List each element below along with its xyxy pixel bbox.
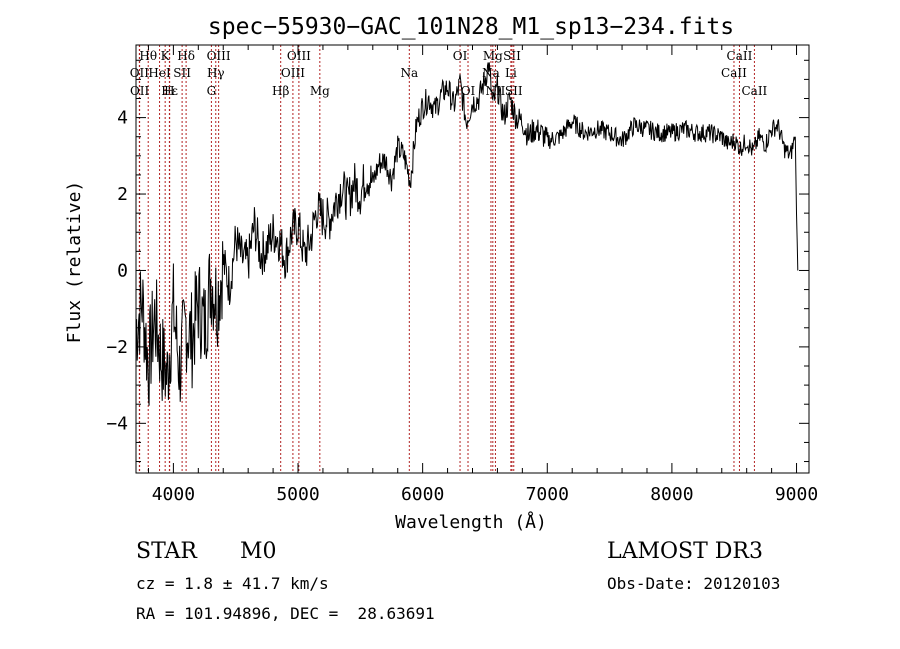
y-tick-label: 2 — [117, 184, 128, 205]
y-tick-label: −4 — [106, 413, 128, 434]
line-marker-label: Hθ — [139, 49, 157, 63]
line-marker-label: G — [207, 84, 217, 98]
line-marker-label: Na — [400, 66, 418, 80]
y-tick-label: −2 — [106, 337, 128, 358]
line-marker-label: OII — [130, 84, 150, 98]
observation-date: Obs-Date: 20120103 — [607, 574, 781, 593]
line-marker-label: Mg — [310, 84, 330, 98]
y-tick-label: 0 — [117, 260, 128, 281]
survey-name: LAMOST DR3 — [607, 539, 763, 564]
x-tick-label: 6000 — [401, 484, 444, 505]
line-marker-label: HeI — [148, 66, 171, 80]
y-tick-label: 4 — [117, 108, 128, 129]
line-marker-label: OIII — [281, 66, 305, 80]
x-tick-label: 7000 — [526, 484, 569, 505]
line-marker-label: SII — [173, 66, 191, 80]
chart-title: spec−55930−GAC_101N28_M1_sp13−234.fits — [208, 14, 734, 40]
x-tick-label: 4000 — [152, 484, 195, 505]
line-marker-label: CaII — [727, 49, 753, 63]
object-class: STAR — [136, 539, 197, 564]
x-axis-label: Wavelength (Å) — [395, 511, 547, 533]
axis-ticks: 4000 5000 6000 7000 8000 9000 −4 −2 0 2 4 — [106, 45, 818, 505]
x-tick-label: 8000 — [650, 484, 693, 505]
redshift-value: cz = 1.8 ± 41.7 km/s — [136, 574, 329, 593]
line-marker-label: OIII — [207, 49, 231, 63]
line-marker-label: H — [164, 84, 174, 98]
line-marker-label: Hβ — [272, 84, 289, 98]
line-marker-label: OI — [461, 84, 476, 98]
line-marker-label: OI — [453, 49, 468, 63]
line-marker-label: CaII — [721, 66, 747, 80]
line-marker-label: CaII — [741, 84, 767, 98]
line-marker-label: Li — [505, 66, 517, 80]
line-marker-label: OIII — [287, 49, 311, 63]
coordinates: RA = 101.94896, DEC = 28.63691 — [136, 604, 435, 623]
spectrum-line — [135, 62, 799, 406]
x-tick-label: 9000 — [775, 484, 818, 505]
line-marker-label: SII — [503, 49, 521, 63]
line-marker-label: K — [161, 49, 171, 63]
line-marker-label: Mg — [483, 49, 503, 63]
line-marker-label: Hγ — [207, 66, 225, 80]
x-tick-label: 5000 — [276, 484, 319, 505]
object-subclass: M0 — [240, 539, 277, 564]
y-axis-label: Flux (relative) — [64, 181, 85, 344]
line-marker-label: Hδ — [177, 49, 195, 63]
